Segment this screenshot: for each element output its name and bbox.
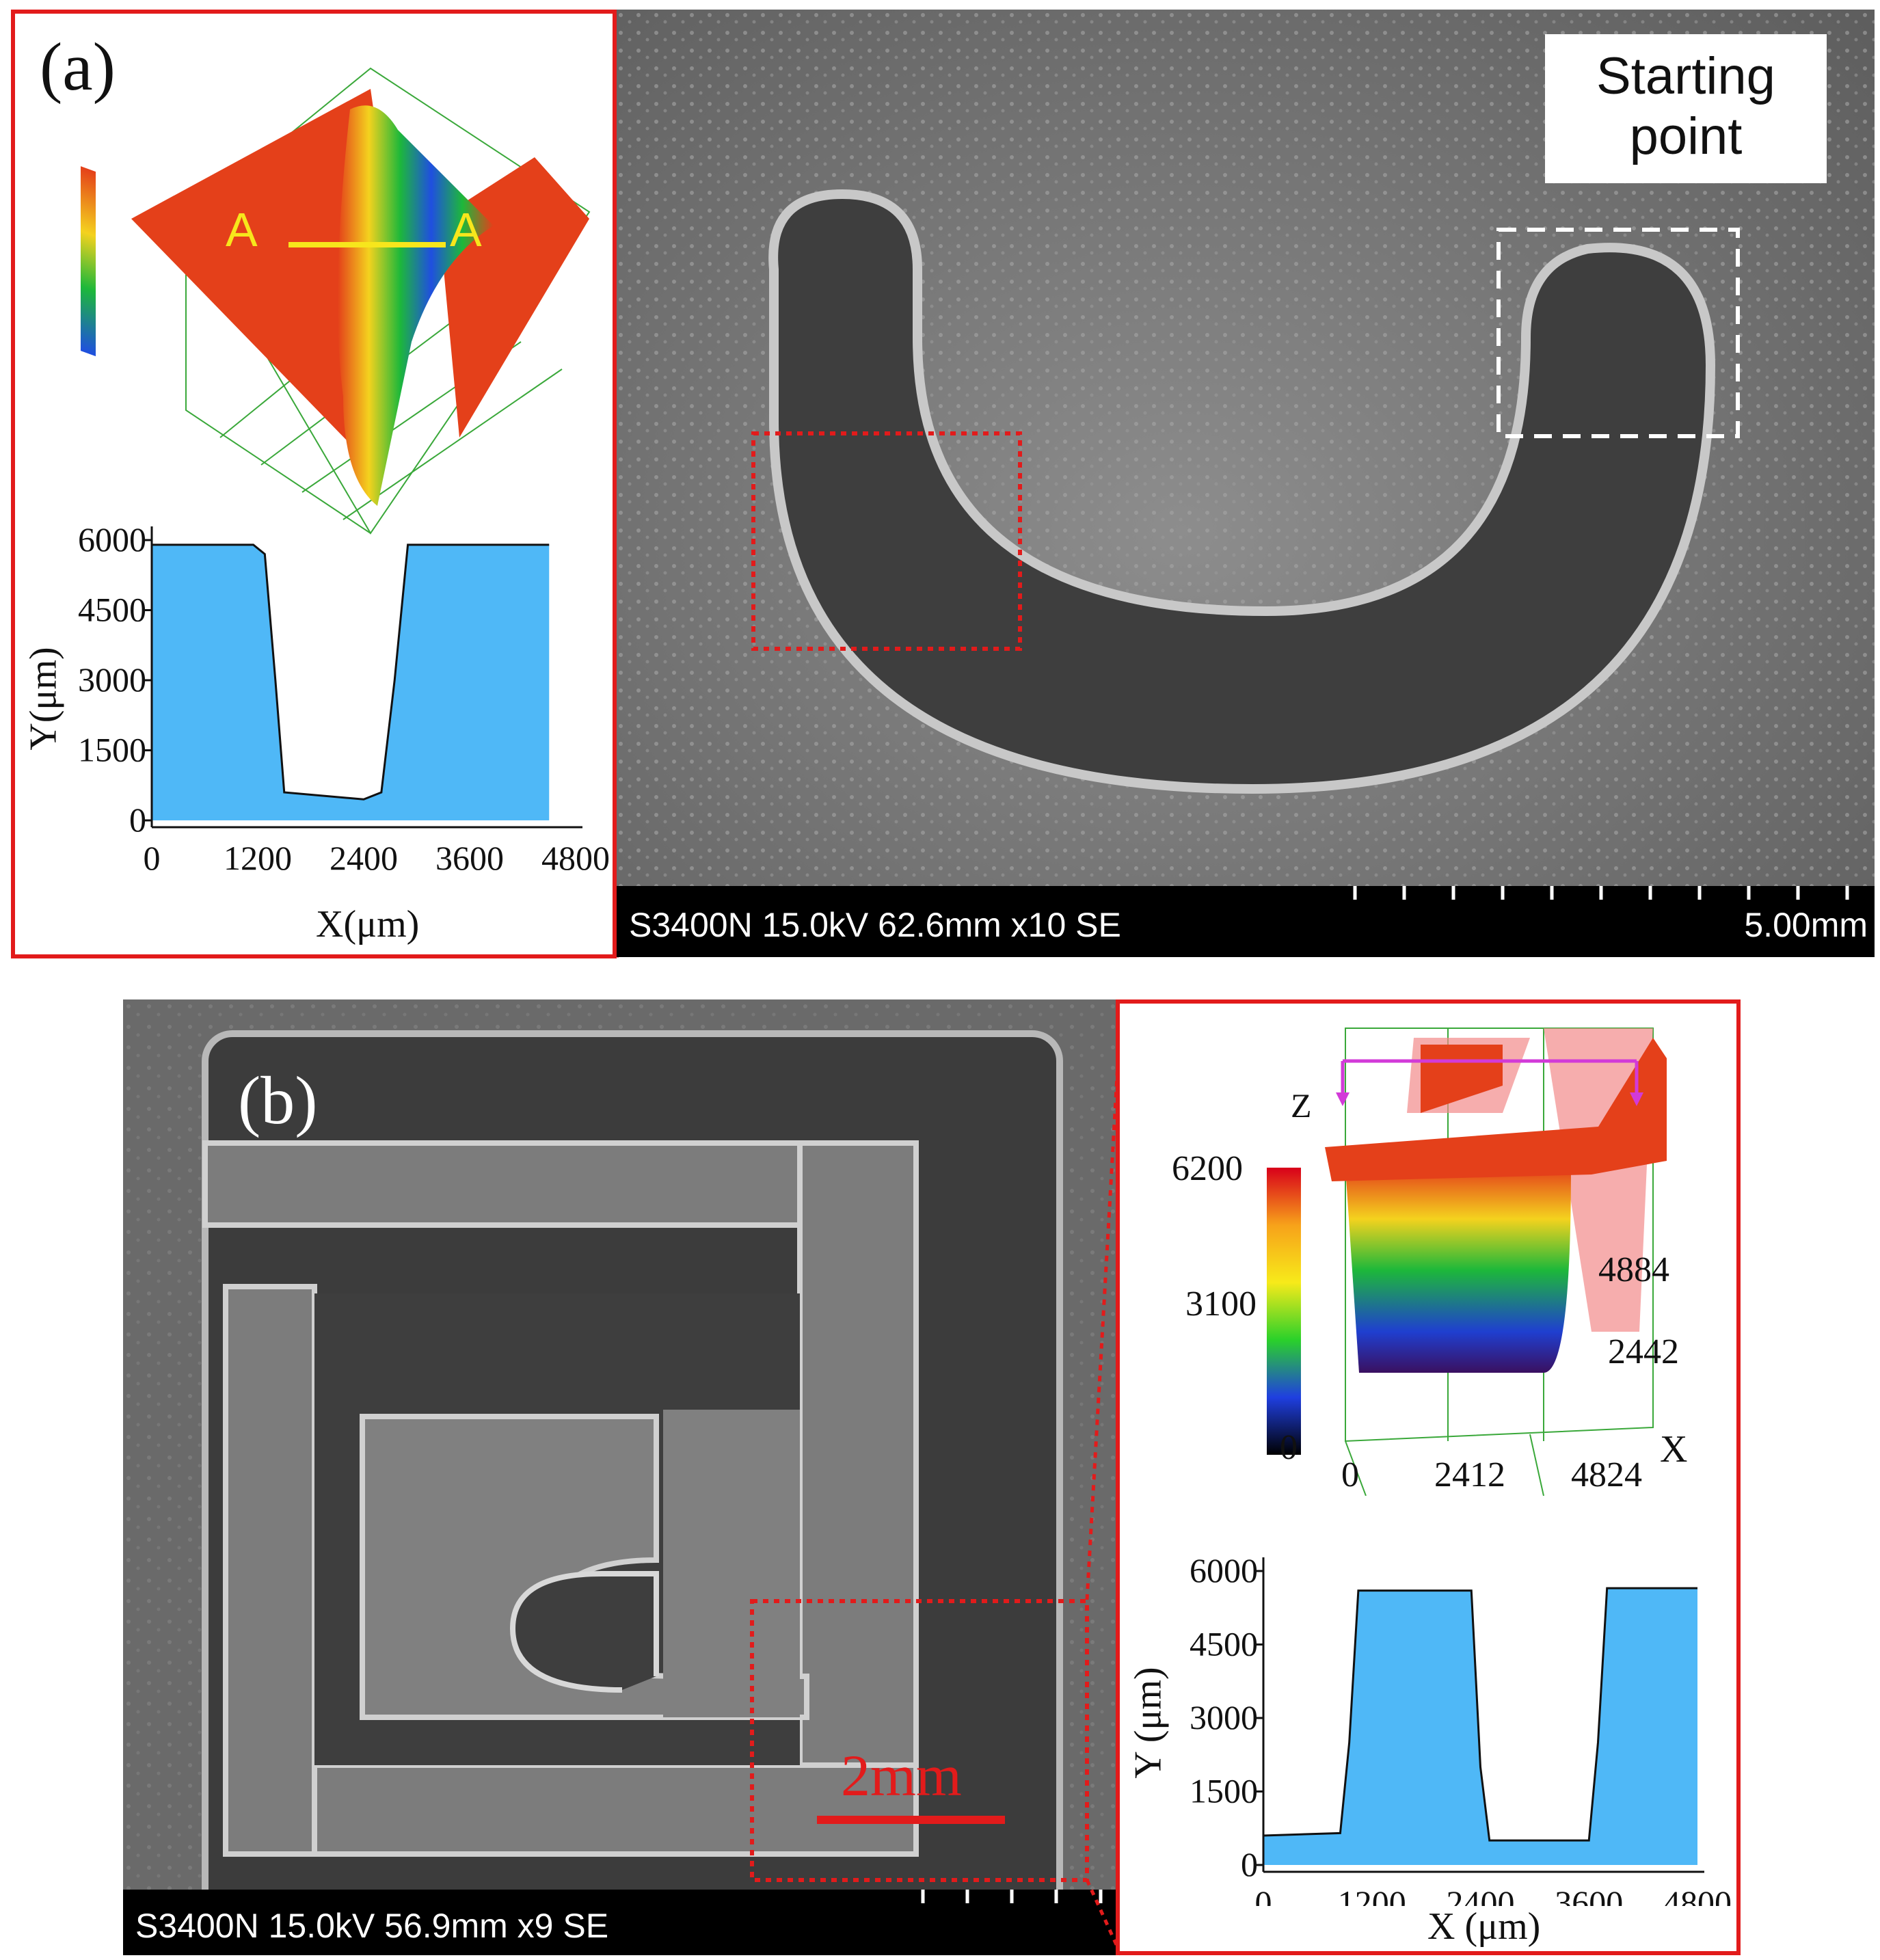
panel-b-3d-xlabel: X [1660, 1428, 1688, 1471]
panel-b-sem-info-bar: S3400N 15.0kV 56.9mm x9 SE [123, 1890, 1116, 1955]
x-tick-label: 1200 [1338, 1883, 1406, 1906]
panel-b-3d-zlabel: Z [1291, 1086, 1312, 1125]
panel-a-sem-info: S3400N 15.0kV 62.6mm x10 SE [629, 906, 1121, 944]
panel-b-3d-surface [1267, 1028, 1667, 1496]
panel-b-sem-micrograph [123, 999, 1116, 1955]
section-label-right: A [450, 203, 482, 256]
panel-a-inset-frame: (a) [11, 10, 617, 958]
section-label-left: A [226, 203, 258, 256]
panel-b-ytick-2442: 2442 [1608, 1332, 1679, 1371]
panel-a-profile-plot: 0 1200 2400 3600 4800 0 1500 3000 4500 6000 [78, 520, 610, 877]
panel-b-cbar-top: 6200 [1172, 1149, 1243, 1188]
y-tick-label: 4500 [78, 591, 146, 629]
panel-b-xtick-0: 0 [1341, 1455, 1359, 1494]
starting-point-label: Starting point [1545, 34, 1827, 183]
y-tick-label: 4500 [1190, 1625, 1258, 1663]
panel-b-xlabel: X (μm) [1427, 1905, 1541, 1948]
panel-a-3d-surface [81, 67, 591, 535]
panel-b-ytick-4884: 4884 [1598, 1250, 1669, 1289]
panel-a-sem-image: Starting point S3400N 15.0kV 62.6mm x10 … [617, 10, 1875, 957]
panel-b-sem-info: S3400N 15.0kV 56.9mm x9 SE [135, 1907, 609, 1945]
panel-a-scale-ticks [1353, 886, 1849, 900]
profile-area [1263, 1588, 1697, 1865]
y-tick-label: 3000 [1190, 1698, 1258, 1736]
panel-b-cbar-bottom: 0 [1280, 1428, 1298, 1467]
panel-b-cbar-mid: 3100 [1185, 1285, 1257, 1324]
x-tick-label: 0 [1255, 1883, 1272, 1906]
panel-a-xlabel: X(μm) [316, 903, 420, 945]
starting-point-line1: Starting [1596, 47, 1775, 105]
panel-a-ylabel: Y(μm) [22, 647, 65, 751]
y-tick-label: 6000 [1190, 1551, 1258, 1589]
y-tick-label: 1500 [78, 731, 146, 769]
profile-line [1263, 1587, 1697, 1842]
panel-a-scale-label: 5.00mm [1744, 906, 1868, 944]
y-tick-label: 6000 [78, 520, 146, 559]
x-tick-label: 4800 [1663, 1883, 1732, 1906]
x-tick-label: 0 [144, 839, 161, 877]
panel-b-profile-plot: 0 1200 2400 3600 4800 0 1500 3000 4500 6000 [1190, 1551, 1732, 1906]
panel-a-sem-info-bar: S3400N 15.0kV 62.6mm x10 SE 5.00mm [617, 886, 1875, 957]
profile-line [152, 543, 550, 801]
x-tick-label: 2400 [330, 839, 398, 877]
y-tick-label: 0 [1241, 1845, 1258, 1883]
panel-b-sem-image: (b) 2mm S3400N 15.0kV 56.9mm x9 SE [123, 999, 1116, 1955]
x-tick-label: 4800 [541, 839, 610, 877]
x-tick-label: 2400 [1447, 1883, 1515, 1906]
panel-b-xtick-2412: 2412 [1434, 1455, 1505, 1494]
panel-b-xtick-4824: 4824 [1571, 1455, 1642, 1494]
panel-b-scale-ticks [921, 1890, 1103, 1903]
y-tick-label: 1500 [1190, 1772, 1258, 1810]
starting-point-line2: point [1629, 107, 1743, 165]
panel-a-label: (a) [40, 29, 116, 105]
profile-area [152, 544, 550, 820]
panel-b-ylabel: Y (μm) [1127, 1667, 1170, 1779]
y-tick-label: 3000 [78, 660, 146, 699]
panel-b-inset-frame: Z 6200 3100 0 4884 2442 0 2412 4824 X 0 1… [1116, 999, 1741, 1955]
panel-b-label: (b) [238, 1062, 318, 1138]
x-tick-label: 1200 [224, 839, 292, 877]
panel-b-zoom-lines [1085, 1004, 1123, 1957]
panel-b-scalebar-label: 2mm [841, 1743, 962, 1808]
x-tick-label: 3600 [435, 839, 504, 877]
y-tick-label: 0 [129, 801, 146, 839]
x-tick-label: 3600 [1555, 1883, 1623, 1906]
